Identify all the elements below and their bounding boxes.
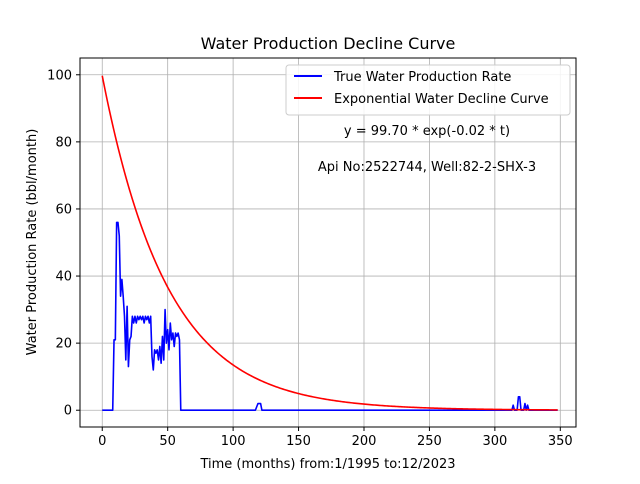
x-tick-label: 300 xyxy=(482,434,507,449)
x-tick-label: 0 xyxy=(98,434,106,449)
y-axis-label: Water Production Rate (bbl/month) xyxy=(25,129,40,356)
equation-annotation: y = 99.70 * exp(-0.02 * t) xyxy=(344,124,510,139)
y-tick-label: 0 xyxy=(64,404,72,419)
series-line-decline-curve xyxy=(101,75,558,411)
axis-ticks: 0 50 100 150 200 250 300 350 0 20 40 60 80 100 xyxy=(47,68,573,449)
y-tick-label: 20 xyxy=(55,337,72,352)
y-tick-label: 40 xyxy=(55,270,72,285)
chart-title: Water Production Decline Curve xyxy=(201,34,456,53)
x-tick-label: 200 xyxy=(352,434,377,449)
x-axis-label: Time (months) from:1/1995 to:12/2023 xyxy=(199,457,455,472)
y-tick-label: 60 xyxy=(55,202,72,217)
legend-label-true-rate: True Water Production Rate xyxy=(333,70,511,85)
x-tick-label: 250 xyxy=(417,434,442,449)
plot-frame xyxy=(79,57,577,428)
x-tick-label: 100 xyxy=(221,434,246,449)
series-layer xyxy=(101,75,558,412)
legend-label-decline-curve: Exponential Water Decline Curve xyxy=(334,92,549,107)
legend: True Water Production Rate Exponential W… xyxy=(285,64,571,116)
x-tick-label: 50 xyxy=(159,434,176,449)
y-tick-label: 80 xyxy=(55,135,72,150)
y-tick-label: 100 xyxy=(47,68,72,83)
x-tick-label: 350 xyxy=(548,434,573,449)
series-line-true-rate xyxy=(102,221,558,412)
legend-box xyxy=(285,64,571,116)
x-tick-label: 150 xyxy=(286,434,311,449)
well-info-annotation: Api No:2522744, Well:82-2-SHX-3 xyxy=(318,160,536,175)
